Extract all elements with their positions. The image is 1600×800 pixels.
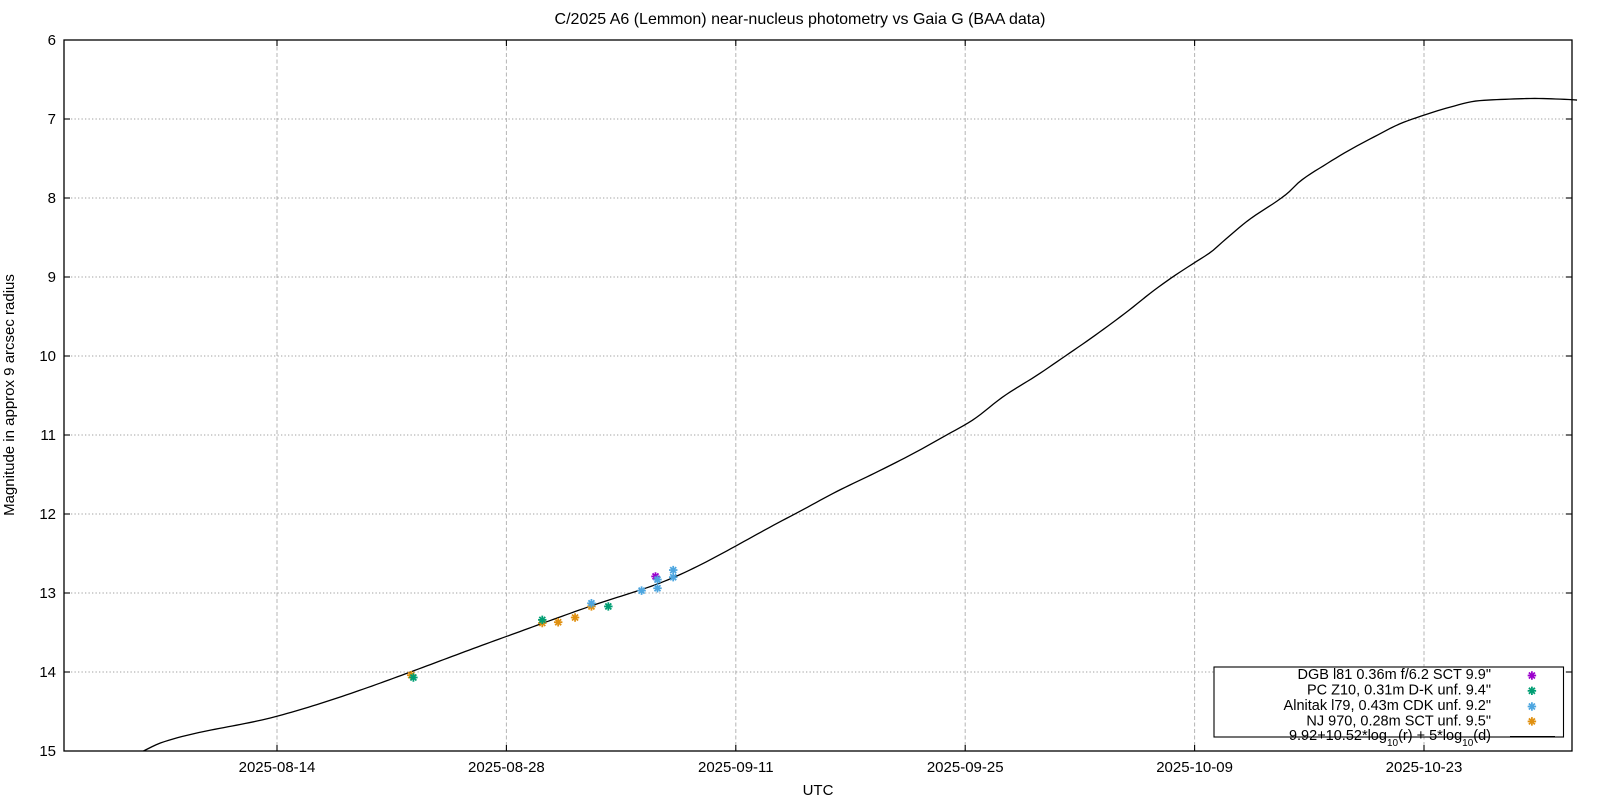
svg-text:7: 7 bbox=[48, 111, 56, 128]
svg-text:2025-09-11: 2025-09-11 bbox=[698, 759, 774, 776]
svg-text:2025-10-23: 2025-10-23 bbox=[1386, 759, 1463, 776]
svg-text:10: 10 bbox=[39, 348, 56, 365]
svg-text:C/2025 A6 (Lemmon) near-nucleu: C/2025 A6 (Lemmon) near-nucleus photomet… bbox=[555, 11, 1046, 28]
svg-text:2025-08-28: 2025-08-28 bbox=[468, 759, 545, 776]
svg-text:2025-09-25: 2025-09-25 bbox=[927, 759, 1004, 776]
svg-text:15: 15 bbox=[39, 743, 56, 760]
svg-text:9: 9 bbox=[48, 269, 56, 286]
svg-text:6: 6 bbox=[48, 32, 56, 49]
svg-text:13: 13 bbox=[39, 585, 56, 602]
svg-text:DGB l81 0.36m f/6.2 SCT 9.9": DGB l81 0.36m f/6.2 SCT 9.9" bbox=[1298, 667, 1491, 683]
svg-text:8: 8 bbox=[48, 190, 56, 207]
svg-text:Magnitude in approx 9 arcsec r: Magnitude in approx 9 arcsec radius bbox=[1, 274, 18, 516]
svg-text:PC Z10, 0.31m D-K unf. 9.4": PC Z10, 0.31m D-K unf. 9.4" bbox=[1307, 683, 1491, 699]
svg-text:2025-10-09: 2025-10-09 bbox=[1156, 759, 1233, 776]
svg-text:Alnitak l79, 0.43m CDK unf. 9.: Alnitak l79, 0.43m CDK unf. 9.2" bbox=[1284, 698, 1491, 714]
svg-text:11: 11 bbox=[40, 427, 56, 444]
svg-text:12: 12 bbox=[39, 506, 56, 523]
svg-text:2025-08-14: 2025-08-14 bbox=[239, 759, 316, 776]
svg-text:UTC: UTC bbox=[803, 782, 834, 799]
svg-text:14: 14 bbox=[39, 664, 56, 681]
